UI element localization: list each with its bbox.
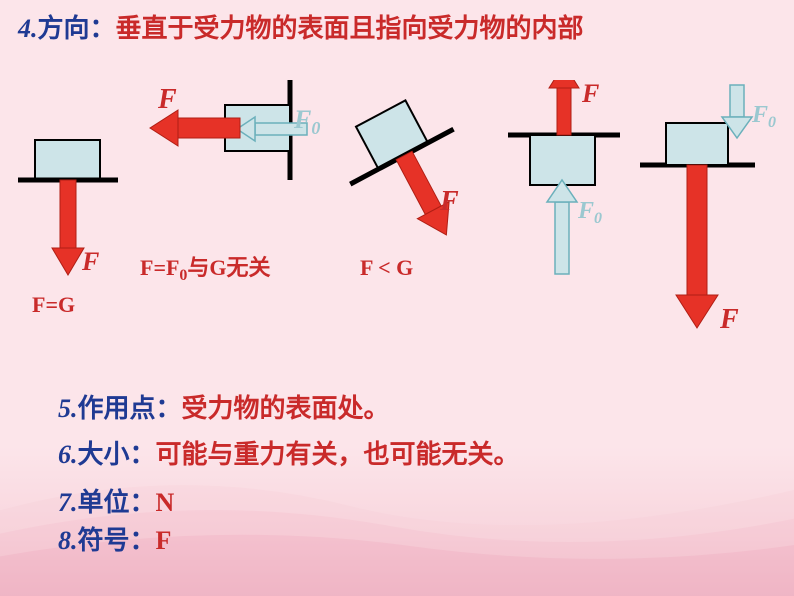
diagram-1: F F=G: [18, 140, 118, 317]
title-num: 4.: [18, 14, 38, 43]
line6-num: 6.: [58, 440, 78, 469]
d4-F-label: F: [581, 80, 599, 108]
d3-F-label: F: [439, 186, 459, 217]
d5-F-label: F: [719, 304, 739, 335]
line6-content: 可能与重力有关，也可能无关。: [156, 439, 520, 469]
line-8: 8.符号：F: [58, 520, 171, 557]
diagrams-area: F F=G F F0 F=F0与G无关 F F < G F F0: [0, 80, 794, 380]
diagram-2: F F0 F=F0与G无关: [140, 80, 320, 284]
line7-num: 7.: [58, 488, 78, 517]
line7-label: 单位：: [78, 487, 156, 517]
title-content: 垂直于受力物的表面且指向受力物的内部: [116, 13, 584, 43]
d2-F0-label: F0: [293, 105, 320, 138]
d4-F0-label: F0: [577, 198, 602, 227]
diagram-4: F F0: [508, 80, 620, 274]
d3-eq: F < G: [360, 255, 413, 280]
line-7: 7.单位：N: [58, 482, 174, 519]
title-label: 方向：: [38, 13, 116, 43]
line8-content: F: [156, 526, 172, 555]
d2-F-label: F: [157, 84, 177, 115]
title-line: 4.方向：垂直于受力物的表面且指向受力物的内部: [18, 8, 584, 45]
d5-F0-label: F0: [751, 102, 776, 131]
line8-label: 符号：: [78, 525, 156, 555]
line-5: 5.作用点：受力物的表面处。: [58, 388, 390, 425]
d1-F-label: F: [81, 247, 99, 276]
line5-num: 5.: [58, 394, 78, 423]
line7-content: N: [156, 488, 175, 517]
line5-content: 受力物的表面处。: [182, 393, 390, 423]
line8-num: 8.: [58, 526, 78, 555]
diagram-5: F0 F: [640, 85, 776, 335]
diagram-3: [328, 87, 496, 264]
d1-eq: F=G: [32, 292, 75, 317]
line5-label: 作用点：: [78, 393, 182, 423]
line-6: 6.大小：可能与重力有关，也可能无关。: [58, 434, 520, 471]
line6-label: 大小：: [78, 439, 156, 469]
d2-eq: F=F0与G无关: [140, 255, 271, 284]
